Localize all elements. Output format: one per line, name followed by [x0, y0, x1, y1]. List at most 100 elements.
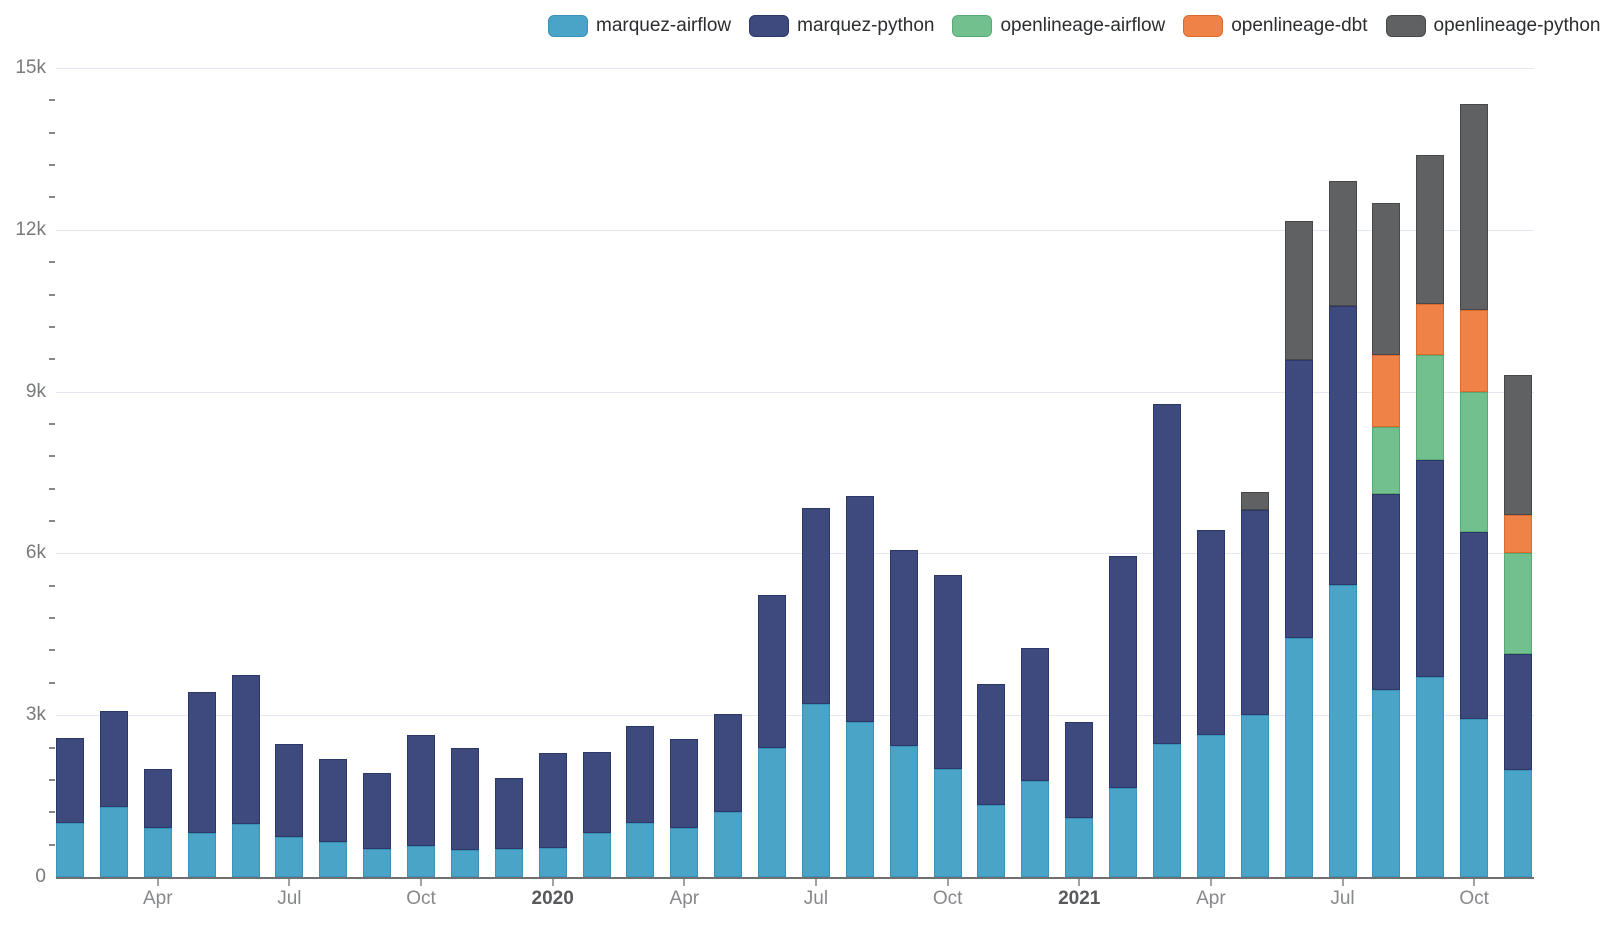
bar-segment-marquez-airflow[interactable]: [1240, 715, 1269, 877]
bar-segment-marquez-airflow[interactable]: [1109, 788, 1138, 877]
bar-segment-openlineage-python[interactable]: [1416, 155, 1445, 304]
bar-segment-marquez-python[interactable]: [1372, 493, 1401, 691]
bar-segment-marquez-python[interactable]: [99, 711, 128, 807]
bar-segment-marquez-python[interactable]: [1021, 647, 1050, 781]
legend-item-openlineage-dbt[interactable]: openlineage-dbt: [1183, 14, 1368, 38]
bar-segment-marquez-airflow[interactable]: [801, 704, 830, 877]
bar-segment-marquez-airflow[interactable]: [626, 823, 655, 877]
bar-segment-marquez-python[interactable]: [494, 778, 523, 849]
bar-segment-marquez-python[interactable]: [582, 751, 611, 833]
legend: marquez-airflow marquez-python openlinea…: [548, 14, 1600, 38]
bar-segment-marquez-airflow[interactable]: [670, 827, 699, 877]
bar-segment-openlineage-python[interactable]: [1460, 104, 1489, 311]
bar-may-2021: [1240, 0, 1269, 877]
bar-segment-marquez-python[interactable]: [801, 507, 830, 705]
bar-segment-marquez-airflow[interactable]: [275, 837, 304, 877]
bar-segment-marquez-airflow[interactable]: [714, 811, 743, 877]
bar-segment-marquez-airflow[interactable]: [1328, 584, 1357, 877]
bar-segment-marquez-airflow[interactable]: [187, 832, 216, 877]
bar-segment-marquez-airflow[interactable]: [407, 845, 436, 877]
bar-segment-marquez-airflow[interactable]: [450, 850, 479, 877]
bar-segment-marquez-python[interactable]: [758, 595, 787, 748]
bar-segment-openlineage-python[interactable]: [1504, 374, 1533, 516]
bar-segment-marquez-python[interactable]: [231, 674, 260, 824]
bar-apr-2021: [1196, 0, 1225, 877]
bar-segment-openlineage-python[interactable]: [1328, 180, 1357, 307]
bar-segment-marquez-airflow[interactable]: [99, 806, 128, 877]
bar-segment-marquez-python[interactable]: [977, 684, 1006, 805]
x-axis-tick: [156, 879, 159, 886]
bar-segment-marquez-python[interactable]: [1460, 532, 1489, 719]
bar-apr-2019: [143, 0, 172, 877]
bar-segment-marquez-python[interactable]: [275, 743, 304, 838]
bar-segment-marquez-airflow[interactable]: [363, 848, 392, 877]
bar-segment-marquez-python[interactable]: [670, 739, 699, 828]
bar-segment-marquez-python[interactable]: [1416, 460, 1445, 678]
legend-item-openlineage-airflow[interactable]: openlineage-airflow: [952, 14, 1165, 38]
y-minor-tick: [49, 617, 55, 620]
bar-segment-marquez-python[interactable]: [319, 759, 348, 842]
bar-segment-openlineage-airflow[interactable]: [1504, 552, 1533, 654]
bar-segment-marquez-airflow[interactable]: [1504, 770, 1533, 877]
bar-segment-marquez-python[interactable]: [1504, 653, 1533, 771]
bar-segment-marquez-python[interactable]: [845, 496, 874, 723]
legend-item-marquez-python[interactable]: marquez-python: [749, 14, 934, 38]
bar-segment-marquez-python[interactable]: [714, 713, 743, 812]
bar-segment-marquez-airflow[interactable]: [1021, 780, 1050, 877]
bar-segment-marquez-python[interactable]: [1109, 556, 1138, 788]
bar-jun-2021: [1284, 0, 1313, 877]
bar-segment-marquez-python[interactable]: [143, 769, 172, 829]
bar-segment-marquez-python[interactable]: [1284, 360, 1313, 639]
bar-segment-marquez-airflow[interactable]: [319, 841, 348, 877]
bar-segment-marquez-python[interactable]: [889, 549, 918, 746]
bar-segment-marquez-airflow[interactable]: [143, 828, 172, 877]
bar-segment-marquez-python[interactable]: [1240, 509, 1269, 716]
bar-segment-marquez-airflow[interactable]: [1460, 718, 1489, 877]
bar-segment-openlineage-airflow[interactable]: [1372, 426, 1401, 494]
bar-segment-marquez-airflow[interactable]: [1284, 638, 1313, 877]
bar-segment-marquez-python[interactable]: [1065, 722, 1094, 818]
bar-segment-marquez-python[interactable]: [1328, 306, 1357, 585]
bar-segment-marquez-airflow[interactable]: [758, 747, 787, 877]
bar-segment-marquez-airflow[interactable]: [1372, 690, 1401, 877]
bar-segment-openlineage-dbt[interactable]: [1460, 310, 1489, 393]
bar-segment-marquez-python[interactable]: [56, 737, 84, 824]
bar-segment-marquez-airflow[interactable]: [231, 823, 260, 877]
bar-segment-marquez-airflow[interactable]: [56, 823, 84, 877]
bar-segment-openlineage-dbt[interactable]: [1416, 303, 1445, 355]
bar-segment-openlineage-python[interactable]: [1372, 202, 1401, 356]
bar-segment-openlineage-python[interactable]: [1284, 221, 1313, 361]
bar-segment-marquez-python[interactable]: [363, 773, 392, 849]
y-minor-tick: [49, 649, 55, 652]
bar-segment-marquez-airflow[interactable]: [538, 848, 567, 877]
bar-segment-openlineage-dbt[interactable]: [1372, 355, 1401, 427]
bar-segment-marquez-python[interactable]: [538, 752, 567, 849]
y-minor-tick: [49, 487, 55, 490]
bar-segment-marquez-python[interactable]: [187, 692, 216, 833]
bar-segment-marquez-airflow[interactable]: [1065, 817, 1094, 877]
bar-segment-marquez-airflow[interactable]: [889, 745, 918, 877]
bar-segment-openlineage-airflow[interactable]: [1460, 392, 1489, 533]
bar-segment-marquez-airflow[interactable]: [933, 769, 962, 877]
bar-segment-marquez-airflow[interactable]: [1196, 735, 1225, 877]
bar-segment-marquez-python[interactable]: [1196, 530, 1225, 736]
bar-segment-marquez-python[interactable]: [626, 725, 655, 824]
y-minor-tick: [49, 131, 55, 134]
bar-segment-marquez-airflow[interactable]: [1153, 744, 1181, 877]
bar-segment-marquez-python[interactable]: [1153, 404, 1181, 745]
bar-segment-marquez-python[interactable]: [933, 574, 962, 770]
bar-segment-marquez-airflow[interactable]: [977, 804, 1006, 877]
bar-segment-openlineage-dbt[interactable]: [1504, 515, 1533, 553]
bar-segment-openlineage-python[interactable]: [1240, 491, 1269, 510]
x-axis-tick: [1341, 879, 1344, 886]
legend-item-marquez-airflow[interactable]: marquez-airflow: [548, 14, 731, 38]
bar-segment-openlineage-airflow[interactable]: [1416, 354, 1445, 461]
bar-segment-marquez-airflow[interactable]: [582, 832, 611, 877]
bar-segment-marquez-python[interactable]: [407, 735, 436, 846]
legend-item-openlineage-python[interactable]: openlineage-python: [1385, 14, 1600, 38]
legend-swatch-icon: [1183, 15, 1224, 37]
bar-segment-marquez-airflow[interactable]: [1416, 677, 1445, 877]
bar-segment-marquez-airflow[interactable]: [845, 722, 874, 877]
bar-segment-marquez-python[interactable]: [450, 747, 479, 851]
bar-segment-marquez-airflow[interactable]: [494, 848, 523, 877]
